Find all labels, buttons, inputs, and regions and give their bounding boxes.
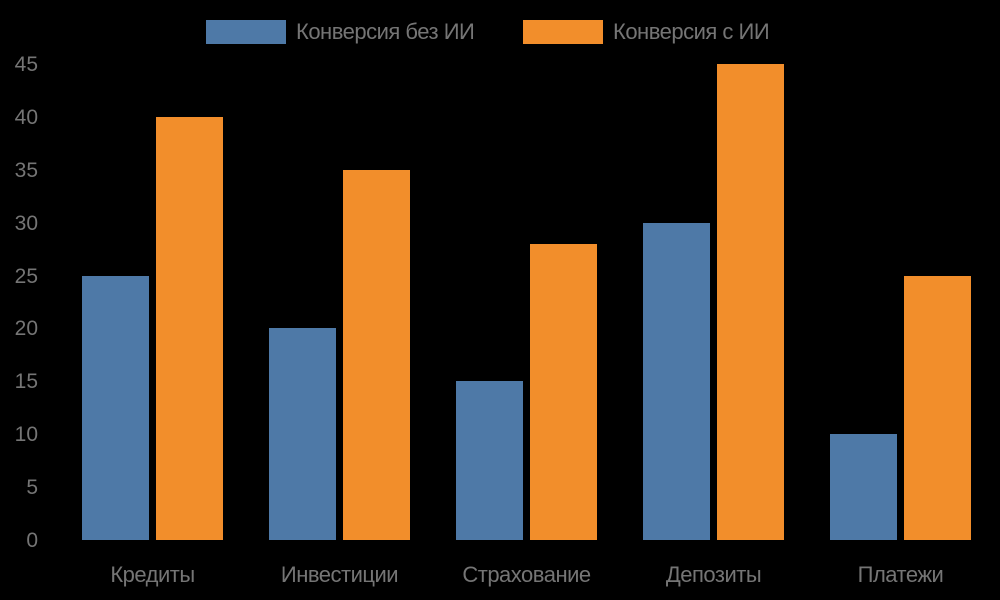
y-tick-label: 10 xyxy=(14,423,38,447)
bar-without-ai xyxy=(82,275,149,540)
legend: Конверсия без ИИ Конверсия с ИИ xyxy=(0,18,1000,46)
bar-without-ai xyxy=(830,434,897,540)
bar-with-ai xyxy=(343,169,410,540)
bar-without-ai xyxy=(456,381,523,540)
y-tick-label: 5 xyxy=(26,476,38,500)
y-tick-label: 25 xyxy=(14,264,38,288)
y-tick-label: 0 xyxy=(26,529,38,552)
x-tick-label: Платежи xyxy=(857,562,944,587)
x-tick-label: Кредиты xyxy=(110,562,195,587)
y-tick-label: 20 xyxy=(14,317,38,341)
x-tick-label: Депозиты xyxy=(665,562,762,587)
y-tick-label: 35 xyxy=(14,158,38,182)
y-tick-label: 15 xyxy=(14,370,38,394)
bar-with-ai xyxy=(717,64,784,540)
y-tick-label: 40 xyxy=(14,105,38,129)
bar-with-ai xyxy=(904,275,971,540)
bar-without-ai xyxy=(643,222,710,540)
legend-item-without-ai: Конверсия без ИИ xyxy=(206,18,475,46)
y-tick-label: 45 xyxy=(14,53,38,76)
legend-item-with-ai: Конверсия с ИИ xyxy=(523,18,770,46)
bar-without-ai xyxy=(269,328,336,540)
bar-with-ai xyxy=(156,116,223,540)
legend-swatch-with-ai xyxy=(523,20,603,44)
legend-label-without-ai: Конверсия без ИИ xyxy=(296,19,475,44)
legend-label-with-ai: Конверсия с ИИ xyxy=(613,19,770,44)
y-tick-label: 30 xyxy=(14,211,38,235)
legend-swatch-without-ai xyxy=(206,20,286,44)
bar-with-ai xyxy=(530,243,597,540)
x-tick-label: Инвестиции xyxy=(280,562,399,587)
x-tick-label: Страхование xyxy=(462,562,591,587)
